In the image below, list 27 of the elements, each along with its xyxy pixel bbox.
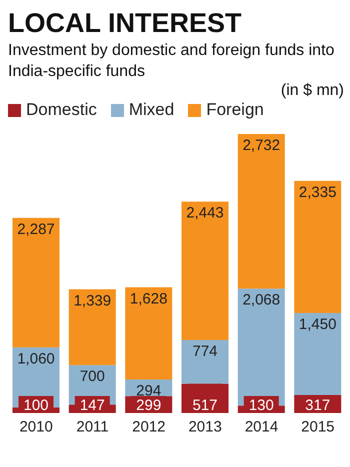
x-tick-label: 2012: [132, 418, 166, 436]
legend-label: Mixed: [128, 100, 174, 120]
x-tick-label: 2015: [301, 418, 335, 436]
data-label: 2,068: [242, 292, 280, 309]
data-label: 299: [136, 397, 162, 414]
data-label: 1,628: [130, 290, 168, 308]
data-label: 774: [192, 342, 218, 360]
x-tick-label: 2014: [244, 418, 278, 436]
x-tick-label: 2010: [19, 418, 53, 436]
data-label: 700: [80, 368, 105, 386]
data-label: 2,443: [186, 204, 224, 222]
legend-label: Foreign: [205, 100, 264, 120]
x-tick-label: 2011: [76, 418, 109, 436]
chart-subtitle: Investment by domestic and foreign funds into India-specific funds: [8, 41, 336, 82]
data-label: 1,060: [17, 350, 55, 368]
x-tick-label: 2013: [188, 418, 222, 436]
data-label: 2,732: [242, 137, 280, 154]
data-label: 2,335: [298, 184, 336, 201]
legend-label: Domestic: [25, 100, 97, 120]
data-label: 517: [192, 397, 218, 414]
data-label: 2,287: [17, 220, 55, 238]
data-label: 294: [136, 382, 162, 400]
chart-title: LOCAL INTEREST: [8, 8, 243, 38]
data-label: 1,339: [74, 292, 112, 310]
y-axis-title: (in $ mn): [280, 82, 345, 100]
data-label: 1,450: [298, 316, 336, 333]
data-label: 317: [305, 397, 330, 414]
